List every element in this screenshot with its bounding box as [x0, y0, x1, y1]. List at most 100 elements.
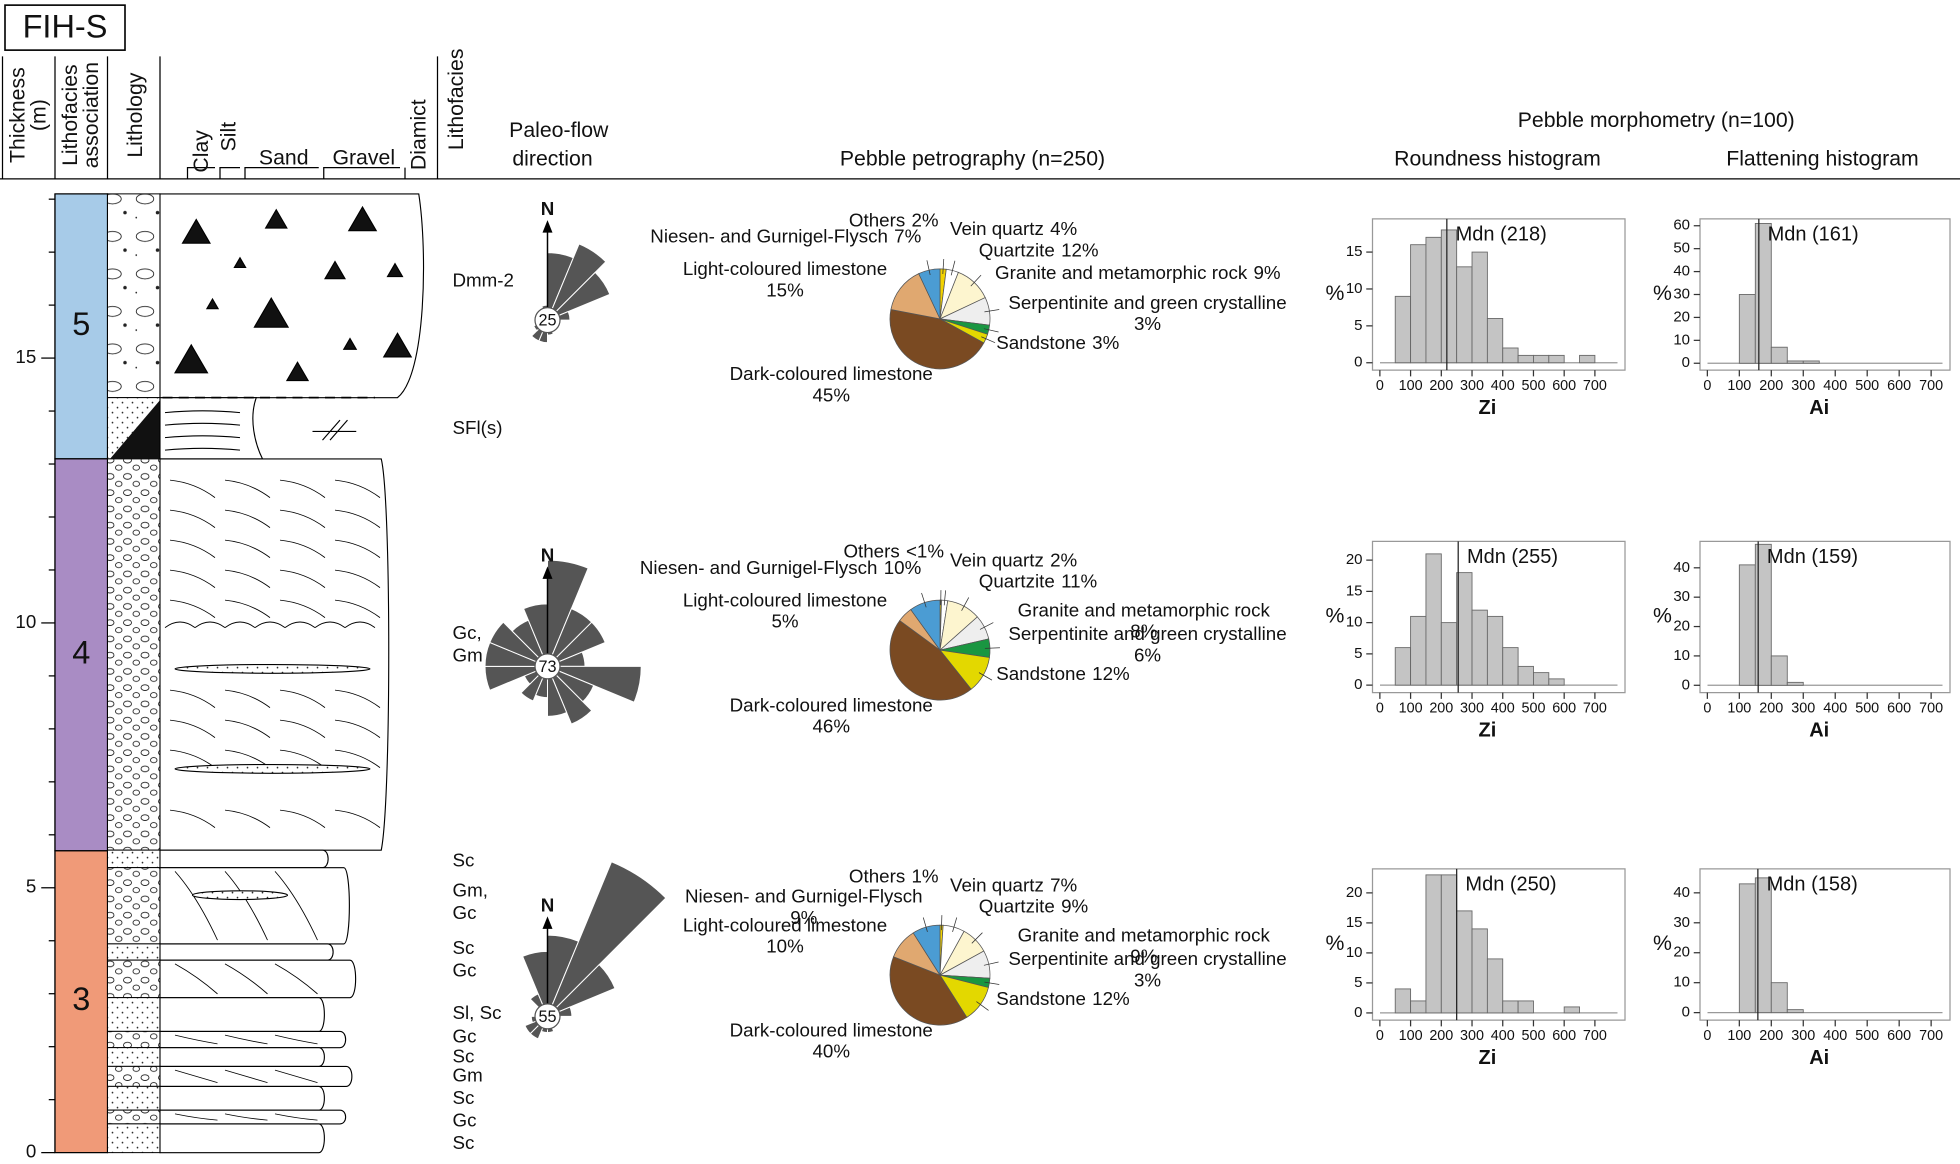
- scour: [164, 621, 196, 628]
- grain-size-label: Diamict: [407, 99, 431, 170]
- bar: [1770, 655, 1788, 686]
- leader-line: [942, 258, 945, 274]
- cross-bed: [224, 479, 271, 498]
- header: association: [79, 62, 103, 168]
- cross-bed: [174, 871, 218, 941]
- pie-value: 40%: [812, 1041, 850, 1062]
- bed-outline: [159, 1065, 353, 1087]
- cross-bed: [334, 749, 381, 768]
- x-tick-label: 100: [1399, 378, 1423, 394]
- lithology-bed: [107, 193, 161, 399]
- leader-line: [971, 932, 983, 944]
- x-tick-label: 0: [1703, 701, 1711, 717]
- bar: [1533, 354, 1550, 364]
- pie-value: 12%: [1061, 239, 1099, 260]
- x-tick-label: 100: [1727, 378, 1751, 394]
- bar: [1410, 244, 1427, 364]
- bar: [1394, 295, 1412, 364]
- x-tick-label: 600: [1887, 701, 1911, 717]
- x-tick-label: 0: [1376, 1028, 1384, 1044]
- pie-label: Granite and metamorphic rock 8%: [1018, 599, 1271, 641]
- y-axis-label: %: [1326, 604, 1345, 628]
- pie-label: Light-coloured limestone 5%: [683, 589, 887, 631]
- bar: [1410, 1000, 1427, 1014]
- bar: [1440, 622, 1458, 686]
- lithofacies-label: Gc: [453, 1109, 477, 1130]
- leader-line: [984, 647, 1000, 649]
- bar: [1786, 360, 1804, 364]
- x-tick-label: 500: [1521, 1028, 1545, 1044]
- leader-line: [921, 592, 927, 608]
- pie-value: 10%: [884, 557, 922, 578]
- cross-bed: [169, 689, 216, 708]
- x-tick-label: 600: [1552, 1028, 1576, 1044]
- y-tick-label: 10: [1673, 331, 1690, 348]
- header: Roundness histogram: [1394, 147, 1601, 171]
- scour: [224, 621, 256, 628]
- x-tick-label: 700: [1919, 701, 1943, 717]
- lithology-bed: [107, 943, 161, 961]
- y-axis-label: %: [1326, 281, 1345, 305]
- cross-bed: [274, 1113, 318, 1121]
- lithofacies-label: Sc: [453, 1132, 475, 1153]
- cross-bed: [279, 599, 326, 618]
- cross-bed: [174, 1034, 218, 1045]
- x-axis-label: Zi: [1478, 720, 1496, 742]
- x-tick-label: 600: [1887, 1028, 1911, 1044]
- grain-size-label: Clay: [189, 130, 213, 173]
- cross-bed: [274, 871, 318, 941]
- grain-size-label: Gravel: [332, 145, 395, 169]
- x-axis-label: Zi: [1478, 397, 1496, 419]
- pie-slice: [889, 309, 985, 370]
- scour: [344, 621, 376, 628]
- bar: [1394, 647, 1412, 686]
- pie-category: Others: [849, 866, 905, 887]
- header: Pebble morphometry (n=100): [1518, 108, 1795, 132]
- scour: [284, 621, 316, 628]
- lithofacies-label: Gc,: [453, 622, 482, 643]
- pie-category: Vein quartz: [950, 549, 1044, 570]
- median-label: Mdn (250): [1465, 873, 1556, 895]
- bar: [1502, 1000, 1519, 1014]
- cross-bed: [174, 1113, 218, 1121]
- north-label: N: [541, 544, 555, 565]
- bar: [1486, 958, 1504, 1014]
- pie-value: 9%: [1061, 896, 1088, 917]
- pie-slice: [889, 620, 972, 701]
- x-tick-label: 200: [1429, 1028, 1453, 1044]
- association-label: 5: [72, 306, 90, 342]
- y-tick-label: 60: [1673, 217, 1690, 234]
- leader-line: [926, 260, 931, 276]
- x-tick-label: 400: [1491, 1028, 1515, 1044]
- bar: [1486, 318, 1504, 364]
- leader-line: [976, 1001, 989, 1011]
- x-tick-label: 100: [1399, 1028, 1423, 1044]
- x-tick-label: 200: [1429, 378, 1453, 394]
- x-tick-label: 400: [1491, 378, 1515, 394]
- pie-label: Dark-coloured limestone 40%: [730, 1019, 933, 1061]
- cross-bed: [279, 479, 326, 498]
- leader-line: [943, 590, 946, 606]
- rose-petal: [547, 666, 568, 717]
- lamination: [164, 422, 241, 426]
- bar: [1502, 647, 1519, 686]
- bar: [1440, 874, 1458, 1014]
- y-tick-label: 20: [1673, 944, 1690, 961]
- cross-bed: [279, 719, 326, 738]
- pie-category: Serpentinite and green crystalline: [1008, 292, 1286, 313]
- x-tick-label: 700: [1583, 378, 1607, 394]
- x-tick-label: 300: [1460, 1028, 1484, 1044]
- pie-category: Light-coloured limestone: [683, 258, 887, 279]
- pie-value: <1%: [906, 541, 944, 562]
- cross-bed: [274, 1069, 318, 1084]
- pie-category: Light-coloured limestone: [683, 914, 887, 935]
- scour: [314, 621, 346, 628]
- leader-line: [981, 336, 996, 344]
- y-tick-label: 0: [1682, 354, 1690, 371]
- pie-category: Sandstone: [996, 332, 1086, 353]
- bar: [1563, 1006, 1580, 1014]
- pie-label: Serpentinite and green crystalline 3%: [1008, 292, 1286, 334]
- pie-category: Quartzite: [979, 239, 1055, 260]
- header: Lithofacies: [58, 64, 82, 166]
